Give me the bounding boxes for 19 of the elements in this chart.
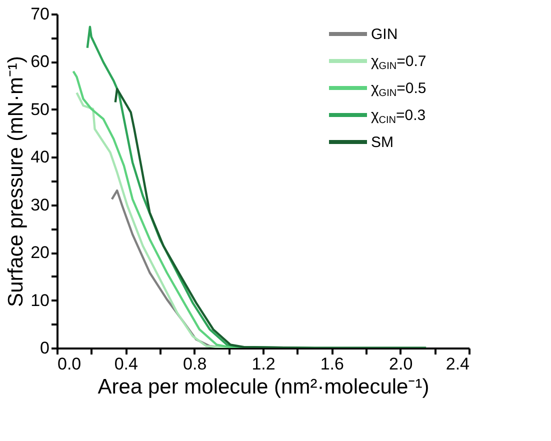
y-tick-label: 40: [30, 148, 50, 167]
x-tick-label: 0.4: [114, 354, 138, 374]
y-tick-label: 60: [30, 52, 50, 72]
y-axis-title: Surface pressure (mN·m⁻¹): [4, 56, 28, 307]
x-axis-title: Area per molecule (nm²·molecule⁻¹): [98, 376, 430, 398]
y-tick-label: 50: [30, 100, 50, 119]
y-tick-label: 20: [30, 243, 50, 262]
legend-label: SM: [371, 134, 394, 151]
x-tick-label: 0.0: [58, 354, 82, 374]
y-tick-label: 30: [30, 195, 50, 214]
y-tick-label: 0: [40, 338, 50, 358]
x-tick-label: 1.6: [320, 354, 344, 374]
y-tick-label: 70: [30, 4, 50, 24]
y-tick-label: 10: [30, 290, 50, 310]
x-tick-label: 2.0: [389, 354, 413, 374]
x-tick-label: 2.4: [446, 354, 470, 374]
x-tick-label: 0.8: [183, 354, 207, 374]
x-tick-label: 1.2: [252, 354, 276, 374]
legend-label: GIN: [371, 26, 398, 43]
